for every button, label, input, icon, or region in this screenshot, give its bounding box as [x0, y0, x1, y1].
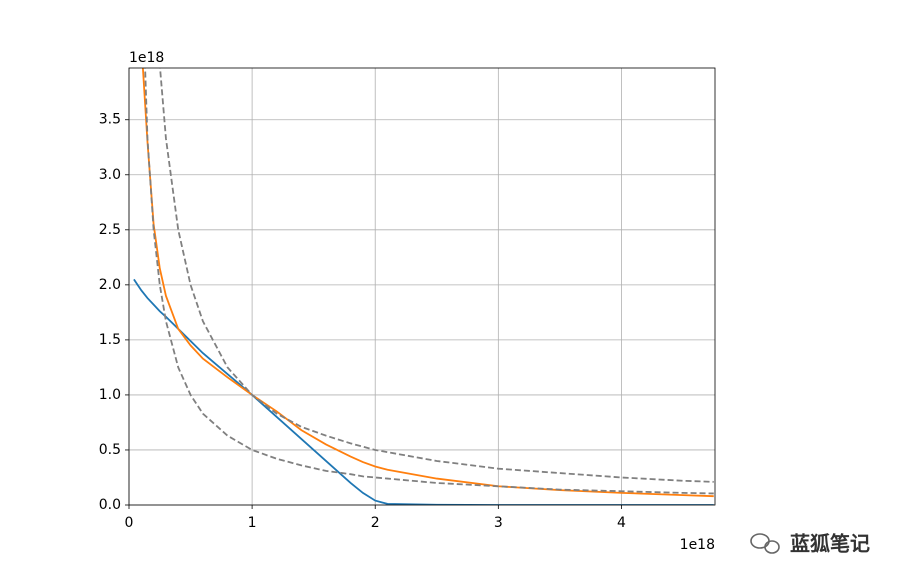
- y-tick-label: 0.5: [99, 442, 121, 458]
- x-offset-label: 1e18: [680, 537, 715, 553]
- series-line: [141, 68, 714, 498]
- plot-frame: [128, 67, 716, 506]
- x-tick-label: 0: [125, 515, 134, 531]
- y-tick-label: 3.0: [99, 167, 121, 183]
- watermark-icon: [750, 533, 780, 554]
- y-tick-label: 2.5: [99, 222, 121, 238]
- y-tick-label: 1.5: [99, 332, 121, 348]
- series-line: [159, 68, 714, 483]
- y-tick-label: 2.0: [99, 277, 121, 293]
- y-tick-label: 0.0: [99, 497, 121, 513]
- watermark: 蓝狐笔记: [790, 532, 870, 556]
- x-tick-label: 1: [248, 515, 257, 531]
- series-line: [144, 68, 714, 495]
- y-tick-label: 1.0: [99, 387, 121, 403]
- series-line: [133, 278, 714, 505]
- plot-area: [133, 68, 714, 505]
- x-tick-label: 2: [371, 515, 380, 531]
- x-tick-label: 4: [617, 515, 626, 531]
- y-tick-label: 3.5: [99, 112, 121, 128]
- x-tick-label: 3: [494, 515, 503, 531]
- y-offset-label: 1e18: [129, 50, 164, 66]
